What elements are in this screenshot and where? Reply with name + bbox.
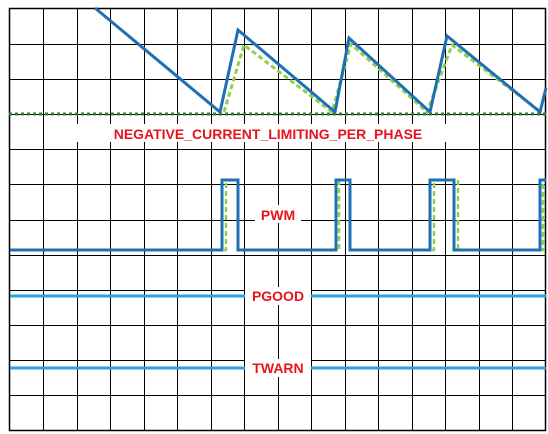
pgood-label: PGOOD (252, 288, 304, 304)
label-bg (245, 359, 311, 377)
scope-border (8, 7, 547, 432)
current-trace-secondary (222, 41, 542, 115)
label-bg (62, 124, 474, 142)
current-limit-label: NEGATIVE_CURRENT_LIMITING_PER_PHASE (114, 126, 423, 142)
twarn-label: TWARN (252, 360, 303, 376)
label-bg (245, 287, 311, 305)
label-bg (255, 205, 301, 223)
pwm-label: PWM (261, 207, 295, 223)
pwm-trace-primary (10, 178, 546, 252)
current-trace-primary (94, 6, 548, 115)
